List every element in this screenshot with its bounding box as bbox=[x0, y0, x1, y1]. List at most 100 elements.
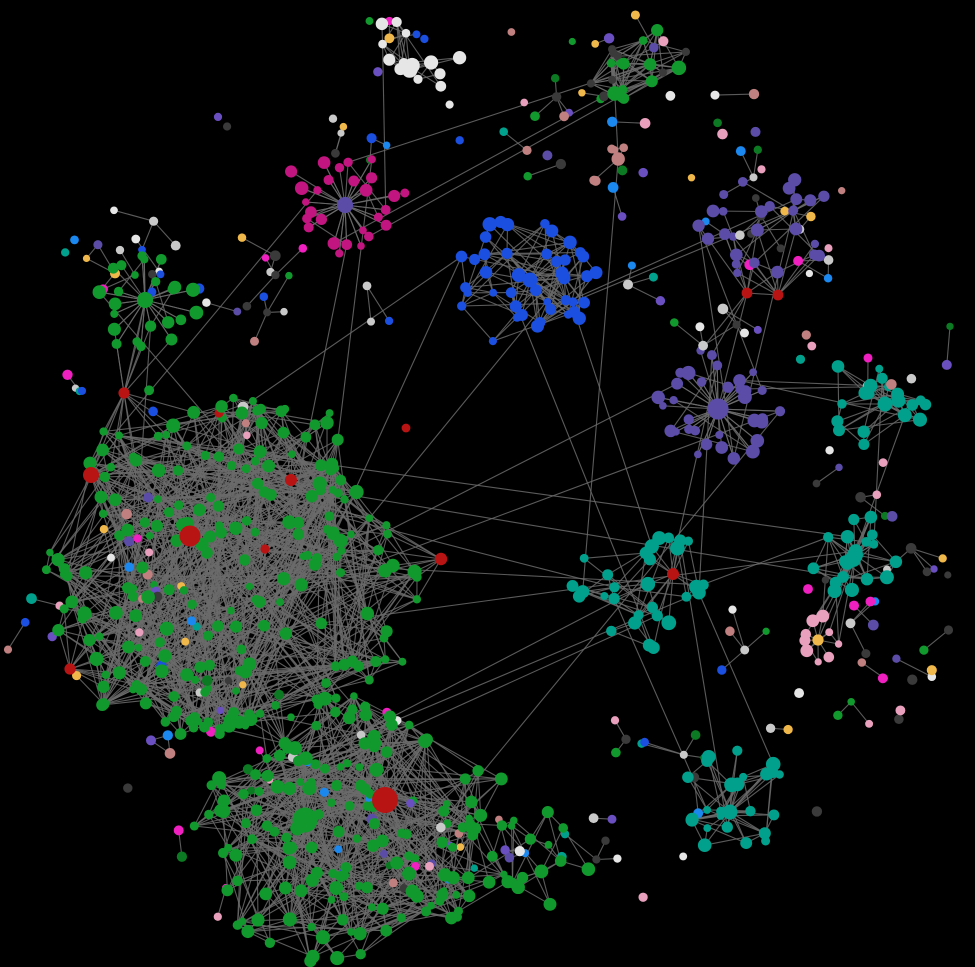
graph-node[interactable] bbox=[116, 260, 127, 271]
graph-node[interactable] bbox=[269, 826, 280, 837]
graph-node[interactable] bbox=[886, 379, 897, 390]
graph-node[interactable] bbox=[99, 471, 111, 483]
graph-node[interactable] bbox=[337, 197, 353, 213]
graph-node[interactable] bbox=[213, 451, 225, 462]
graph-node[interactable] bbox=[757, 165, 766, 174]
graph-node[interactable] bbox=[92, 285, 107, 299]
graph-node[interactable] bbox=[383, 529, 392, 539]
graph-node[interactable] bbox=[771, 265, 784, 279]
graph-node[interactable] bbox=[507, 28, 516, 36]
graph-node[interactable] bbox=[229, 620, 243, 633]
graph-node[interactable] bbox=[835, 463, 843, 472]
graph-node[interactable] bbox=[133, 534, 142, 543]
graph-node[interactable] bbox=[611, 747, 621, 758]
graph-node[interactable] bbox=[588, 813, 599, 824]
graph-node[interactable] bbox=[364, 675, 374, 685]
graph-node[interactable] bbox=[872, 490, 882, 500]
graph-node[interactable] bbox=[274, 689, 285, 700]
graph-node[interactable] bbox=[530, 319, 545, 333]
graph-node[interactable] bbox=[305, 873, 319, 887]
graph-node[interactable] bbox=[237, 233, 247, 242]
graph-node[interactable] bbox=[712, 360, 723, 371]
graph-node[interactable] bbox=[98, 509, 108, 519]
graph-node[interactable] bbox=[922, 567, 932, 577]
graph-node[interactable] bbox=[489, 288, 498, 297]
graph-node[interactable] bbox=[260, 544, 270, 554]
graph-node[interactable] bbox=[339, 122, 348, 131]
graph-node[interactable] bbox=[122, 640, 135, 654]
graph-node[interactable] bbox=[651, 24, 664, 37]
graph-node[interactable] bbox=[681, 365, 696, 380]
graph-node[interactable] bbox=[876, 372, 888, 384]
graph-node[interactable] bbox=[581, 862, 596, 876]
graph-node[interactable] bbox=[558, 823, 569, 833]
graph-node[interactable] bbox=[750, 126, 761, 137]
graph-node[interactable] bbox=[640, 576, 656, 592]
graph-node[interactable] bbox=[877, 396, 893, 412]
graph-node[interactable] bbox=[335, 474, 347, 486]
graph-node[interactable] bbox=[630, 10, 640, 20]
graph-node[interactable] bbox=[737, 390, 752, 405]
graph-node[interactable] bbox=[737, 176, 748, 187]
graph-node[interactable] bbox=[825, 446, 834, 455]
graph-node[interactable] bbox=[320, 763, 330, 774]
graph-node[interactable] bbox=[162, 730, 173, 741]
graph-node[interactable] bbox=[368, 740, 381, 753]
graph-node[interactable] bbox=[292, 528, 305, 541]
graph-node[interactable] bbox=[412, 595, 422, 604]
graph-node[interactable] bbox=[627, 261, 636, 270]
graph-node[interactable] bbox=[606, 625, 617, 637]
graph-node[interactable] bbox=[617, 57, 630, 70]
graph-node[interactable] bbox=[175, 314, 187, 326]
graph-node[interactable] bbox=[834, 640, 843, 648]
graph-node[interactable] bbox=[156, 270, 165, 279]
graph-node[interactable] bbox=[271, 270, 280, 280]
graph-node[interactable] bbox=[667, 568, 679, 580]
graph-node[interactable] bbox=[323, 174, 334, 186]
graph-node[interactable] bbox=[306, 949, 320, 964]
graph-node[interactable] bbox=[124, 562, 135, 572]
graph-node[interactable] bbox=[229, 393, 238, 403]
graph-node[interactable] bbox=[545, 224, 559, 238]
graph-node[interactable] bbox=[223, 122, 232, 131]
graph-node[interactable] bbox=[327, 896, 336, 904]
graph-node[interactable] bbox=[187, 405, 201, 419]
graph-node[interactable] bbox=[670, 540, 685, 556]
graph-node[interactable] bbox=[326, 798, 336, 808]
graph-node[interactable] bbox=[860, 572, 874, 586]
graph-node[interactable] bbox=[247, 834, 257, 845]
graph-node[interactable] bbox=[511, 880, 525, 895]
graph-node[interactable] bbox=[26, 593, 37, 604]
graph-node[interactable] bbox=[200, 450, 210, 461]
graph-node[interactable] bbox=[621, 734, 631, 744]
graph-node[interactable] bbox=[663, 532, 675, 544]
graph-node[interactable] bbox=[363, 231, 374, 242]
graph-node[interactable] bbox=[814, 658, 822, 666]
graph-node[interactable] bbox=[285, 271, 293, 280]
graph-node[interactable] bbox=[697, 838, 712, 853]
graph-node[interactable] bbox=[77, 606, 92, 621]
graph-node[interactable] bbox=[681, 47, 691, 57]
graph-node[interactable] bbox=[824, 244, 833, 253]
graph-node[interactable] bbox=[865, 596, 876, 607]
graph-node[interactable] bbox=[336, 763, 345, 771]
graph-node[interactable] bbox=[648, 272, 658, 282]
graph-node[interactable] bbox=[325, 409, 334, 418]
graph-node[interactable] bbox=[772, 289, 784, 301]
graph-node[interactable] bbox=[315, 930, 330, 945]
graph-node[interactable] bbox=[500, 845, 510, 855]
graph-node[interactable] bbox=[302, 198, 310, 206]
graph-node[interactable] bbox=[145, 548, 154, 557]
graph-node[interactable] bbox=[275, 405, 288, 418]
graph-node[interactable] bbox=[108, 605, 123, 620]
graph-node[interactable] bbox=[174, 728, 187, 740]
graph-node[interactable] bbox=[227, 606, 235, 615]
graph-node[interactable] bbox=[606, 58, 616, 68]
graph-node[interactable] bbox=[107, 262, 119, 274]
graph-node[interactable] bbox=[622, 279, 634, 290]
graph-node[interactable] bbox=[52, 624, 65, 637]
graph-node[interactable] bbox=[212, 500, 225, 512]
graph-node[interactable] bbox=[717, 128, 728, 140]
graph-node[interactable] bbox=[241, 925, 255, 939]
graph-node[interactable] bbox=[216, 706, 225, 715]
